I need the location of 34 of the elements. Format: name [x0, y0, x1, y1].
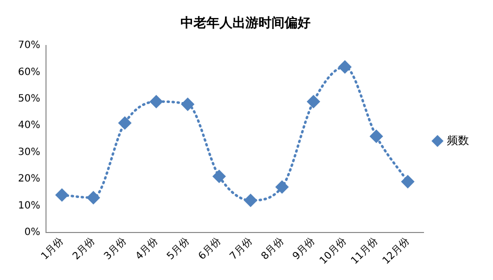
point	[402, 175, 414, 188]
x-tick-label: 6月份	[196, 236, 224, 262]
x-tick-label: 2月份	[70, 236, 98, 262]
x-tick-label: 1月份	[39, 236, 66, 262]
x-tick-label: 5月份	[165, 236, 192, 262]
y-tick-label: 70%	[18, 40, 40, 52]
x-tick-label: 4月份	[134, 236, 160, 262]
point	[87, 191, 100, 204]
point	[118, 116, 132, 130]
x-tick-label: 3月份	[102, 236, 129, 262]
y-tick-label: 40%	[18, 120, 40, 132]
y-tick-label: 10%	[18, 200, 40, 212]
point	[307, 95, 320, 108]
y-tick-label: 50%	[18, 94, 40, 105]
legend-label: 频数	[447, 134, 469, 147]
y-tick-label: 20%	[18, 174, 40, 185]
point	[370, 130, 383, 143]
x-tick-label: 9月份	[290, 236, 318, 262]
x-tick-label: 12月份	[380, 236, 412, 267]
point	[276, 180, 288, 194]
y-tick-label: 0%	[24, 226, 40, 238]
point	[212, 170, 226, 183]
point	[150, 95, 163, 108]
x-tick-label: 11月份	[349, 236, 380, 267]
point	[244, 194, 257, 207]
point	[56, 188, 68, 202]
x-tick-label: 8月份	[260, 236, 286, 262]
point	[338, 60, 352, 74]
x-tick-label: 10月份	[318, 236, 349, 267]
y-tick-label: 30%	[18, 146, 40, 158]
y-tick-label: 60%	[18, 66, 40, 78]
point	[181, 98, 194, 111]
chart-title: 中老年人出游时间偏好	[180, 16, 310, 32]
x-tick-label: 7月份	[228, 236, 255, 262]
